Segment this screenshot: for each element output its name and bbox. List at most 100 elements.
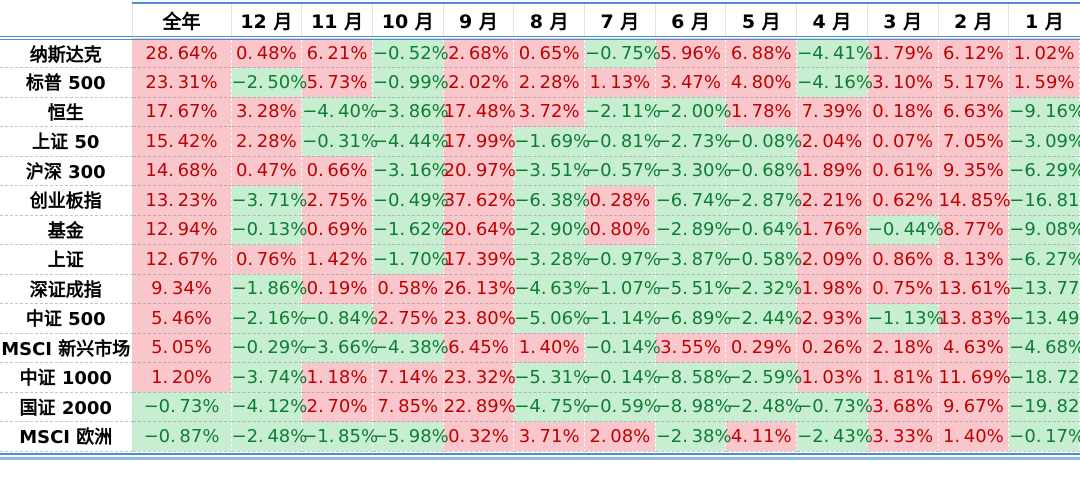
return-value-cell: 1. 40% <box>938 421 1010 452</box>
return-value-cell: 2. 75% <box>301 185 373 216</box>
table-row: 深证成指 9. 34% −1. 86% 0. 19% 0. 58% 26. 13% −4. … <box>0 274 1080 304</box>
return-value-cell: 14. 85% <box>938 185 1011 216</box>
return-value-cell: −8. 98% <box>655 392 732 422</box>
table-row: 国证 2000 −0. 73% −4. 12% 2. 70% 7. 85% 22. 89%… <box>0 392 1080 422</box>
column-header: 9 月 <box>442 2 514 40</box>
return-value-cell: 3. 71% <box>513 421 586 452</box>
return-value-cell: 2. 08% <box>584 421 656 452</box>
corner-cell <box>0 3 132 40</box>
return-value-cell: 0. 80% <box>584 215 656 245</box>
column-header: 12 月 <box>230 2 302 40</box>
return-value-cell: 2. 70% <box>301 392 373 422</box>
return-value-cell: −0. 49% <box>372 185 449 216</box>
return-value-cell: 0. 76% <box>231 244 303 275</box>
return-value-cell: 6. 88% <box>725 38 798 68</box>
index-name: MSCI 新兴市场 <box>0 333 133 363</box>
table-row: 中证 1000 1. 20% −3. 74% 1. 18% 7. 14% 23. 32% −… <box>0 362 1080 393</box>
return-value-cell: 0. 26% <box>796 333 868 363</box>
bottom-rule-light <box>0 456 1080 460</box>
return-value-cell: −3. 16% <box>372 156 449 186</box>
index-name: 上证 50 <box>0 126 133 157</box>
index-name: 恒生 <box>0 97 133 127</box>
index-name: 国证 2000 <box>0 392 133 422</box>
return-value-cell: −2. 89% <box>655 215 732 245</box>
return-value-cell: −18. 72% <box>1008 362 1080 393</box>
return-value-cell: 17. 67% <box>132 97 232 127</box>
return-value-cell: 0. 62% <box>867 185 939 216</box>
return-value-cell: −9. 08% <box>1008 215 1080 245</box>
return-value-cell: 1. 20% <box>132 362 232 393</box>
return-value-cell: 7. 39% <box>796 97 868 127</box>
return-value-cell: 26. 13% <box>443 274 516 304</box>
return-value-cell: 13. 83% <box>938 303 1011 334</box>
return-value-cell: −0. 87% <box>132 421 232 452</box>
return-value-cell: 20. 64% <box>443 215 516 245</box>
return-value-cell: 2. 18% <box>867 333 939 363</box>
return-value-cell: −3. 30% <box>655 156 732 186</box>
return-value-cell: 3. 10% <box>867 67 939 98</box>
return-value-cell: −2. 00% <box>655 97 732 127</box>
index-name: 基金 <box>0 215 133 245</box>
return-value-cell: 0. 75% <box>867 274 939 304</box>
bottom-rule-dark <box>0 452 1080 455</box>
return-value-cell: 1. 76% <box>796 215 868 245</box>
return-value-cell: 2. 28% <box>513 67 586 98</box>
return-value-cell: −5. 06% <box>513 303 590 334</box>
return-value-cell: −0. 73% <box>796 392 873 422</box>
index-name: 标普 500 <box>0 67 133 98</box>
table-row: 标普 500 23. 31% −2. 50% 5. 73% −0. 99% 2. 02% 2… <box>0 67 1080 98</box>
return-value-cell: −2. 50% <box>231 67 307 98</box>
return-value-cell: 6. 63% <box>938 97 1010 127</box>
table-row: 创业板指 13. 23% −3. 71% 2. 75% −0. 49% 37. 62% −6… <box>0 185 1080 216</box>
return-value-cell: −1. 69% <box>513 126 590 157</box>
return-value-cell: −3. 86% <box>372 97 449 127</box>
column-header: 全年 <box>131 2 231 40</box>
return-value-cell: 0. 07% <box>867 126 939 157</box>
column-header: 1 月 <box>1008 2 1080 40</box>
return-value-cell: 0. 66% <box>301 156 373 186</box>
return-value-cell: 5. 46% <box>132 303 232 334</box>
return-value-cell: −0. 97% <box>584 244 661 275</box>
return-value-cell: 2. 75% <box>372 303 444 334</box>
return-value-cell: 6. 12% <box>938 38 1010 68</box>
return-value-cell: −0. 17% <box>1008 421 1080 452</box>
return-value-cell: −0. 81% <box>584 126 661 157</box>
column-header: 8 月 <box>513 2 585 40</box>
return-value-cell: −4. 75% <box>513 392 590 422</box>
return-value-cell: 11. 69% <box>938 362 1011 393</box>
return-value-cell: −3. 09% <box>1008 126 1080 157</box>
return-value-cell: 4. 11% <box>725 421 798 452</box>
return-value-cell: −16. 81% <box>1008 185 1080 216</box>
return-value-cell: −0. 64% <box>725 215 802 245</box>
return-value-cell: 9. 35% <box>938 156 1010 186</box>
return-value-cell: −5. 51% <box>655 274 732 304</box>
column-header: 6 月 <box>654 2 726 40</box>
return-value-cell: −0. 14% <box>584 333 661 363</box>
return-value-cell: 2. 04% <box>796 126 868 157</box>
return-value-cell: −1. 07% <box>584 274 661 304</box>
return-value-cell: −5. 98% <box>372 421 449 452</box>
return-value-cell: −13. 49% <box>1008 303 1080 334</box>
return-value-cell: 17. 39% <box>443 244 516 275</box>
return-value-cell: −2. 44% <box>725 303 802 334</box>
return-value-cell: 7. 05% <box>938 126 1010 157</box>
return-value-cell: 0. 19% <box>301 274 373 304</box>
table-row: 上证 12. 67% 0. 76% 1. 42% −1. 70% 17. 39% −3. 2… <box>0 244 1080 275</box>
return-value-cell: 0. 47% <box>231 156 303 186</box>
return-value-cell: −0. 44% <box>867 215 944 245</box>
return-value-cell: 3. 72% <box>513 97 586 127</box>
return-value-cell: −0. 68% <box>725 156 802 186</box>
return-value-cell: 13. 23% <box>132 185 232 216</box>
return-value-cell: 37. 62% <box>443 185 516 216</box>
return-value-cell: −0. 29% <box>231 333 307 363</box>
return-value-cell: −2. 87% <box>725 185 802 216</box>
return-value-cell: 12. 67% <box>132 244 232 275</box>
table-row: MSCI 新兴市场 5. 05% −0. 29% −3. 66% −4. 38% 6. 4… <box>0 333 1080 363</box>
index-name: 创业板指 <box>0 185 133 216</box>
return-value-cell: −2. 48% <box>231 421 307 452</box>
return-value-cell: 22. 89% <box>443 392 516 422</box>
index-name: 深证成指 <box>0 274 133 304</box>
return-value-cell: 7. 14% <box>372 362 444 393</box>
